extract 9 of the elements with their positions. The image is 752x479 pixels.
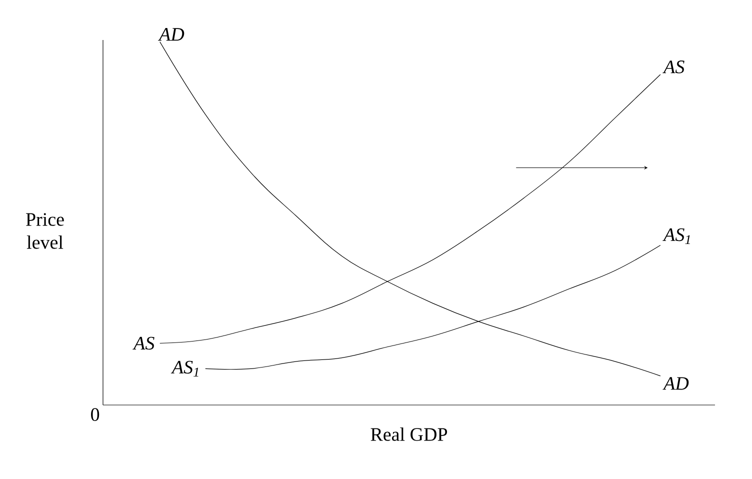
series-label: AS$_{1}$: [662, 228, 690, 244]
text: AS$_{1}$: [170, 360, 198, 377]
x-axis-title: Real GDP: [370, 428, 448, 441]
series-label: AS: [662, 60, 684, 74]
text: AS: [132, 336, 154, 350]
series-label: AD: [158, 28, 184, 41]
text: 0: [91, 408, 100, 422]
text: AD: [662, 377, 689, 390]
y-axis-title: Price level: [26, 213, 64, 249]
